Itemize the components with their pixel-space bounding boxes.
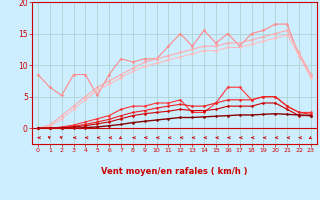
X-axis label: Vent moyen/en rafales ( km/h ): Vent moyen/en rafales ( km/h ) — [101, 167, 248, 176]
